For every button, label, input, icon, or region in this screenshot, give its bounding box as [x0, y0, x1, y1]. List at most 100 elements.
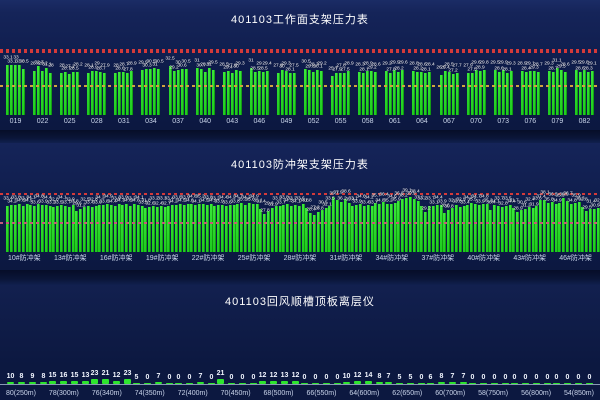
pressure-bar[interactable]: 32.9 [65, 197, 74, 252]
separation-point[interactable]: 0 [532, 374, 541, 384]
separation-point[interactable]: 0 [238, 374, 247, 384]
pressure-bar[interactable]: 29.5 [491, 61, 500, 115]
pressure-bar[interactable]: 28.7 [534, 62, 543, 115]
pressure-bar[interactable]: 30.5 [301, 59, 310, 115]
pressure-bar[interactable]: 34.1 [490, 199, 499, 252]
separation-point[interactable]: 12 [112, 372, 121, 384]
pressure-bar[interactable]: 33.2 [417, 196, 426, 252]
separation-point[interactable]: 0 [185, 374, 194, 384]
pressure-bar[interactable]: 28.5 [200, 62, 210, 115]
pressure-bar[interactable]: 29.6 [471, 60, 481, 115]
pressure-bar[interactable]: 34.9 [552, 198, 561, 252]
pressure-bar[interactable]: 29.4 [263, 61, 272, 115]
pressure-bar[interactable]: 29.4 [440, 65, 450, 115]
pressure-bar[interactable]: 27.9 [332, 67, 341, 115]
pressure-bar[interactable]: 38.1 [540, 190, 549, 252]
pressure-bar[interactable]: 35.7 [371, 193, 380, 252]
pressure-bar[interactable]: 33.1 [3, 55, 12, 115]
pressure-bar[interactable]: 30.7 [196, 63, 206, 115]
pressure-bar[interactable]: 34.5 [23, 199, 32, 252]
pressure-bar[interactable]: 34.4 [506, 199, 515, 252]
separation-point[interactable]: 7 [154, 373, 163, 384]
pressure-bar[interactable]: 33.2 [46, 200, 55, 252]
pressure-bar[interactable]: 28 [113, 63, 119, 115]
pressure-bar[interactable]: 30 [234, 64, 239, 115]
pressure-bar[interactable]: 28.1 [359, 67, 368, 115]
separation-point[interactable]: 0 [510, 374, 519, 384]
pressure-bar[interactable]: 29.8 [305, 64, 314, 115]
pressure-bar[interactable]: 34.2 [364, 195, 373, 252]
pressure-bar[interactable]: 28.6 [495, 66, 504, 115]
pressure-bar[interactable]: 34.9 [103, 194, 112, 252]
pressure-bar[interactable]: 28.7 [549, 66, 558, 115]
pressure-bar[interactable]: 35.8 [544, 197, 553, 252]
pressure-bar[interactable]: 28.9 [513, 206, 522, 252]
pressure-bar[interactable]: 29.5 [557, 65, 566, 115]
pressure-bar[interactable]: 29.5 [582, 206, 591, 252]
pressure-bar[interactable]: 33.7 [61, 200, 70, 252]
pressure-bar[interactable]: 33.2 [272, 196, 281, 252]
pressure-bar[interactable]: 30.6 [517, 200, 526, 252]
pressure-bar[interactable]: 30.8 [444, 204, 453, 252]
pressure-bar[interactable]: 33.9 [180, 195, 189, 252]
pressure-bar[interactable]: 32.4 [525, 198, 534, 252]
pressure-bar[interactable]: 29.9 [499, 60, 508, 115]
pressure-bar[interactable]: 33.1 [19, 197, 28, 252]
separation-point[interactable]: 0 [552, 374, 561, 384]
pressure-bar[interactable]: 29.2 [38, 61, 47, 115]
pressure-bar[interactable]: 34.6 [15, 199, 24, 252]
pressure-bar[interactable]: 28.3 [309, 62, 318, 115]
pressure-bar[interactable]: 31.1 [42, 62, 51, 115]
pressure-bar[interactable]: 27.8 [336, 63, 345, 115]
pressure-bar[interactable]: 33.1 [7, 59, 16, 115]
separation-point[interactable]: 12 [269, 372, 278, 384]
pressure-bar[interactable]: 39.5 [559, 192, 568, 252]
pressure-bar[interactable]: 32.2 [594, 198, 600, 252]
pressure-bar[interactable]: 27.9 [100, 63, 109, 115]
separation-point[interactable]: 0 [300, 374, 309, 384]
pressure-bar[interactable]: 34.8 [567, 198, 576, 252]
pressure-bar[interactable]: 29.2 [367, 65, 376, 115]
pressure-bar[interactable]: 28.6 [440, 203, 449, 252]
pressure-bar[interactable]: 39.9 [406, 191, 415, 252]
pressure-bar[interactable]: 28.2 [394, 67, 403, 115]
pressure-bar[interactable]: 34.7 [115, 198, 124, 252]
pressure-bar[interactable]: 33.9 [38, 199, 47, 252]
separation-point[interactable]: 5 [132, 374, 141, 384]
pressure-bar[interactable]: 34.7 [233, 194, 242, 252]
pressure-bar[interactable]: 28.4 [522, 66, 531, 115]
pressure-bar[interactable]: 33.7 [276, 200, 285, 252]
pressure-bar[interactable]: 34.1 [291, 199, 300, 252]
pressure-bar[interactable]: 33.9 [352, 199, 361, 252]
separation-point[interactable]: 21 [101, 370, 110, 384]
separation-point[interactable]: 0 [574, 374, 583, 384]
pressure-bar[interactable]: 37.2 [414, 195, 423, 252]
pressure-bar[interactable]: 27.2 [310, 205, 319, 252]
pressure-bar[interactable]: 34.6 [184, 199, 193, 252]
pressure-bar[interactable]: 28.6 [561, 62, 570, 115]
pressure-bar[interactable]: 33.6 [30, 200, 39, 252]
pressure-bar[interactable]: 31.8 [302, 198, 311, 252]
pressure-bar[interactable]: 26.5 [436, 65, 446, 115]
pressure-bar[interactable]: 28.1 [421, 67, 431, 115]
pressure-bar[interactable]: 27.5 [467, 68, 477, 115]
pressure-bar[interactable]: 34.4 [433, 195, 442, 252]
pressure-bar[interactable]: 33.6 [92, 200, 101, 252]
pressure-bar[interactable]: 33.6 [222, 200, 231, 252]
pressure-bar[interactable]: 32.8 [88, 197, 97, 252]
pressure-bar[interactable]: 27.9 [463, 63, 473, 115]
pressure-bar[interactable]: 32.5 [80, 197, 89, 252]
pressure-bar[interactable]: 29.8 [479, 60, 489, 115]
pressure-bar[interactable]: 28.7 [119, 62, 129, 115]
separation-point[interactable]: 13 [280, 372, 289, 384]
pressure-bar[interactable]: 34.8 [479, 194, 488, 252]
pressure-bar[interactable]: 33.7 [368, 200, 377, 252]
pressure-bar[interactable]: 37.9 [333, 190, 342, 252]
pressure-bar[interactable]: 33.5 [53, 200, 62, 252]
separation-point[interactable]: 0 [174, 374, 183, 384]
pressure-bar[interactable]: 28.8 [30, 62, 39, 115]
pressure-bar[interactable]: 28.9 [88, 66, 97, 115]
pressure-bar[interactable]: 28.6 [115, 66, 125, 115]
pressure-bar[interactable]: 31.4 [586, 199, 595, 252]
pressure-bar[interactable]: 38.2 [398, 194, 407, 252]
